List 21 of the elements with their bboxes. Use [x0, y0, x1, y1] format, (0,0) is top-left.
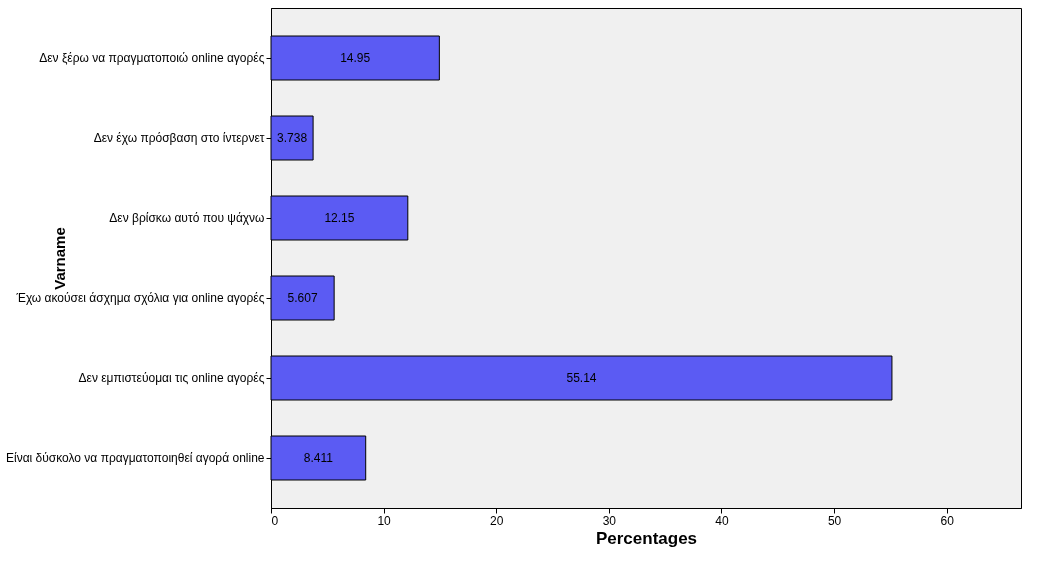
y-tick-label: Έχω ακούσει άσχημα σχόλια για online αγορές — [15, 291, 265, 305]
y-tick-label: Είναι δύσκολο να πραγματοποιηθεί αγορά online — [5, 451, 265, 465]
x-tick-label: 40 — [715, 513, 729, 528]
x-tick-label: 20 — [490, 513, 504, 528]
y-tick-label: Δεν ξέρω να πραγματοποιώ online αγορές — [39, 51, 265, 65]
data-label: 8.411 — [303, 451, 334, 465]
x-tick-label: 10 — [377, 513, 392, 528]
data-label: 55.14 — [566, 371, 597, 385]
data-label: 5.607 — [287, 291, 318, 305]
y-tick-label: Δεν εμπιστεύομαι τις online αγορές — [78, 371, 265, 385]
y-tick-label: Δεν βρίσκω αυτό που ψάχνω — [109, 211, 265, 225]
data-label: 14.95 — [340, 51, 371, 65]
x-tick-label: 50 — [827, 513, 842, 528]
data-label: 12.15 — [324, 211, 355, 225]
y-tick-label: Δεν έχω πρόσβαση στο ίντερνετ — [93, 131, 265, 145]
x-tick-label: 0 — [271, 513, 279, 528]
y-axis-title: Varname — [50, 227, 68, 290]
x-axis-title: Percentages — [595, 528, 698, 548]
data-label: 3.738 — [277, 131, 308, 145]
x-tick-label: 30 — [602, 513, 617, 528]
x-tick-label: 60 — [940, 513, 955, 528]
